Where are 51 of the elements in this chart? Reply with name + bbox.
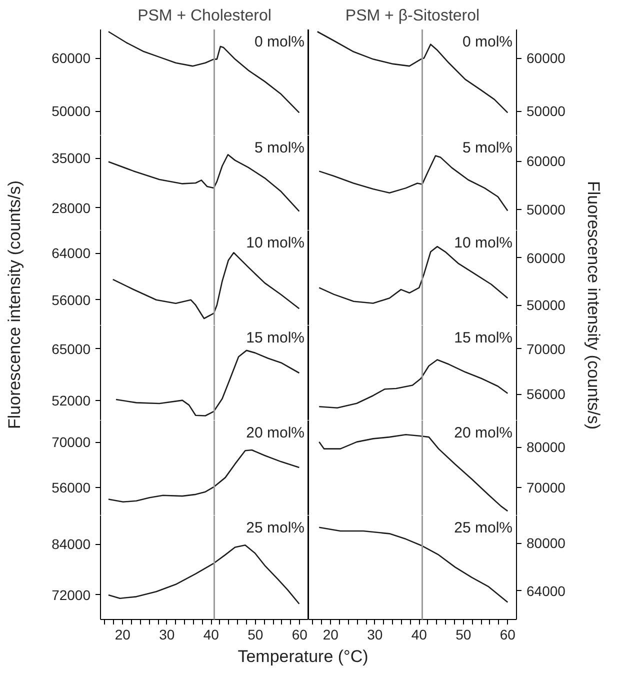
x-tick-label: 50	[248, 626, 264, 642]
y-tick-label: 64000	[526, 582, 566, 599]
annotation: 0 mol%	[462, 34, 513, 50]
x-tick-label: 30	[367, 626, 383, 642]
x-axis-title: Temperature (°C)	[236, 647, 370, 667]
y-tick-label: 80000	[526, 439, 566, 456]
y-tick-label: 50000	[526, 201, 566, 218]
annotation: 20 mol%	[454, 424, 512, 442]
annotation: 25 mol%	[246, 520, 304, 536]
x-tick-label: 30	[159, 626, 175, 642]
y-tick-label: 60000	[526, 50, 566, 66]
y-tick-label: 80000	[526, 535, 566, 552]
annotation: 0 mol%	[254, 34, 305, 50]
y-tick-label: 70000	[526, 480, 566, 496]
y-tick-label: 72000	[52, 586, 91, 603]
annotation: 15 mol%	[454, 330, 512, 346]
y-tick-label: 50000	[526, 103, 566, 120]
y-tick-label: 65000	[52, 340, 91, 357]
x-tick-label: 60	[292, 626, 308, 642]
x-tick-label: 50	[456, 626, 472, 642]
annotation: 5 mol%	[462, 140, 513, 156]
annotation: 10 mol%	[454, 234, 512, 252]
x-tick-label: 20	[114, 626, 131, 642]
x-tick-label: 40	[411, 626, 428, 642]
annotation: 10 mol%	[246, 234, 304, 252]
x-tick-label: 40	[203, 626, 220, 642]
y-tick-label: 60000	[526, 153, 566, 170]
annotation: 15 mol%	[246, 330, 304, 346]
y-tick-label: 70000	[526, 340, 566, 357]
annotation: 5 mol%	[254, 140, 305, 156]
x-tick-label: 20	[322, 626, 339, 642]
chart-title: PSM + β-Sitosterol	[345, 8, 480, 24]
y-tick-label: 52000	[52, 392, 91, 408]
y-tick-label: 64000	[52, 245, 91, 262]
chart-title: PSM + Cholesterol	[138, 8, 272, 24]
y-tick-label: 84000	[52, 536, 91, 552]
x-tick-label: 60	[500, 626, 516, 642]
y-tick-label: 60000	[526, 250, 566, 266]
y-tick-label: 56000	[526, 386, 566, 402]
annotation: 20 mol%	[246, 424, 304, 442]
y-axis-title: Fluorescence intensity (counts/s)	[5, 180, 25, 432]
y-tick-label: 50000	[52, 103, 91, 120]
y-tick-label: 56000	[52, 480, 91, 496]
y-tick-label: 28000	[52, 200, 91, 216]
annotation: 25 mol%	[454, 520, 512, 536]
y-tick-label: 70000	[52, 434, 91, 450]
y-axis-title: Fluorescence intensity (counts/s)	[583, 180, 603, 432]
y-tick-label: 60000	[52, 50, 91, 66]
y-tick-label: 50000	[526, 297, 566, 314]
y-tick-label: 35000	[52, 150, 91, 166]
y-tick-label: 56000	[52, 292, 91, 308]
